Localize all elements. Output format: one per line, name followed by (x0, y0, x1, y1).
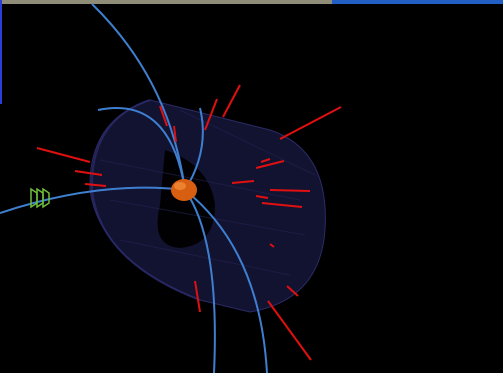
jet (269, 243, 275, 248)
jet (261, 202, 303, 208)
track (184, 189, 268, 373)
jet (286, 285, 299, 297)
jet (36, 147, 91, 163)
progress-fill (0, 0, 332, 4)
jet (159, 105, 168, 127)
jet (279, 106, 342, 140)
track-group (0, 3, 268, 373)
jet-group (36, 84, 342, 361)
jet (74, 170, 103, 176)
muon-chamber-icon (30, 187, 50, 209)
jet (204, 98, 218, 131)
jet (194, 280, 201, 313)
jet (231, 180, 255, 184)
jet (269, 189, 311, 192)
track (184, 189, 216, 373)
track (97, 106, 186, 191)
jet (260, 158, 271, 163)
jet (267, 300, 312, 361)
track (0, 186, 186, 214)
vertex-icon[interactable] (171, 179, 197, 201)
left-edge-marker (0, 0, 2, 104)
track (91, 3, 186, 191)
jet (255, 195, 269, 199)
progress-bar (0, 0, 503, 4)
jet (173, 125, 177, 143)
jet (222, 84, 241, 118)
jet (84, 183, 107, 187)
jet (255, 160, 285, 169)
